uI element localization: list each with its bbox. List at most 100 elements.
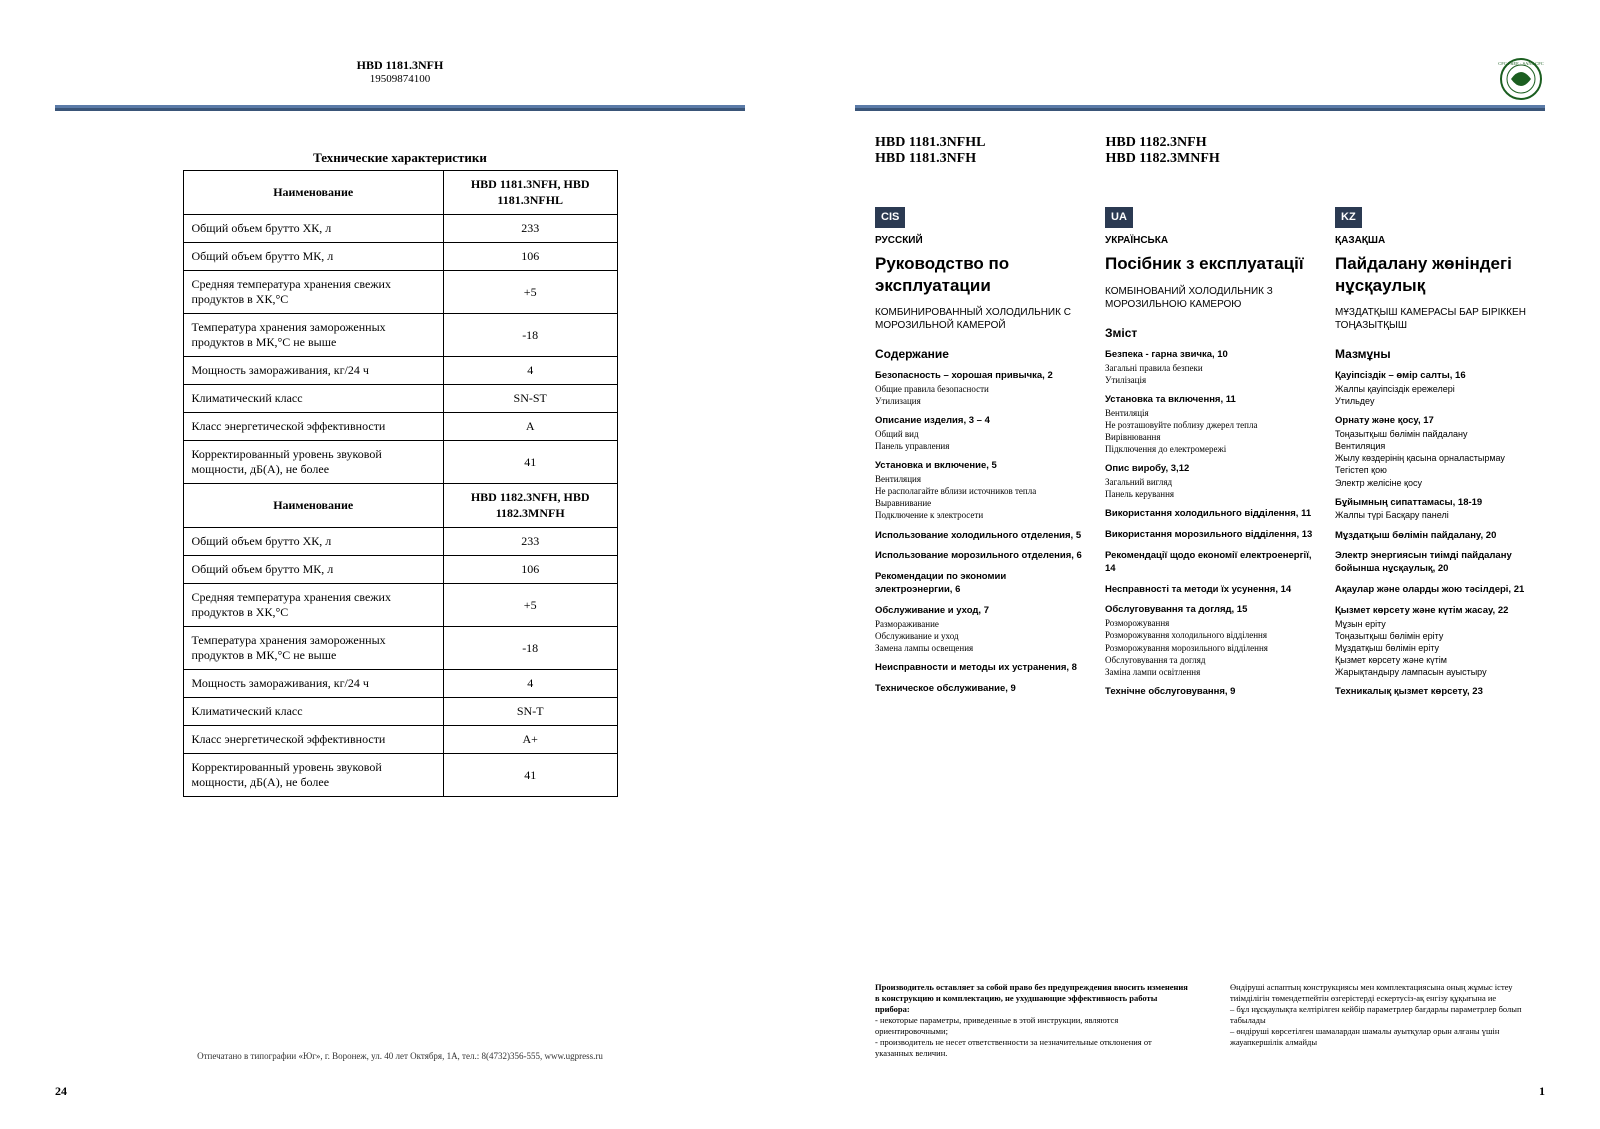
title-left: HBD 1181.3NFHL HBD 1181.3NFH	[875, 135, 985, 167]
lang-badge: KZ	[1335, 207, 1362, 228]
toc-section: Орнату және қосу, 17Тоңазытқыш бөлімін п…	[1335, 415, 1545, 489]
toc-section: Бұйымның сипаттамасы, 18-19Жалпы түрі Ба…	[1335, 497, 1545, 522]
spec-label: Класс энергетической эффективности	[183, 726, 443, 754]
toc-heading: Содержание	[875, 346, 1085, 362]
toc-item: Панель управления	[875, 440, 1085, 452]
model-titles: HBD 1181.3NFHL HBD 1181.3NFH HBD 1182.3N…	[875, 135, 1545, 167]
toc-section: Опис виробу, 3,12Загальний виглядПанель …	[1105, 463, 1315, 500]
toc-section: Техническое обслуживание, 9	[875, 683, 1085, 696]
spec-value: +5	[443, 584, 617, 627]
toc-item: Мұзын еріту	[1335, 618, 1545, 630]
table-row: Общий объем брутто ХК, л233	[183, 215, 617, 243]
footer-notes: Производитель оставляет за собой право б…	[875, 982, 1545, 1059]
spec-label: Мощность замораживания, кг/24 ч	[183, 357, 443, 385]
toc-section-title: Орнату және қосу, 17	[1335, 415, 1545, 428]
spec-area: Технические характеристики Наименование …	[183, 150, 618, 797]
table-row: Мощность замораживания, кг/24 ч4	[183, 357, 617, 385]
title-right: HBD 1182.3NFH HBD 1182.3MNFH	[1105, 135, 1219, 167]
toc-section-title: Использование морозильного отделения, 6	[875, 550, 1085, 563]
toc-section-title: Опис виробу, 3,12	[1105, 463, 1315, 476]
col-name: Наименование	[183, 171, 443, 215]
toc-item: Жарықтандыру лампасын ауыстыру	[1335, 666, 1545, 678]
spec-label: Средняя температура хранения свежих прод…	[183, 584, 443, 627]
spec-label: Средняя температура хранения свежих прод…	[183, 271, 443, 314]
toc-section-title: Безопасность – хорошая привычка, 2	[875, 370, 1085, 383]
toc-section: Описание изделия, 3 – 4Общий видПанель у…	[875, 415, 1085, 452]
toc-item: Қызмет көрсету және күтім	[1335, 654, 1545, 666]
toc-section: Техникалық қызмет көрсету, 23	[1335, 686, 1545, 699]
footer-line: - производитель не несет ответственности…	[875, 1037, 1190, 1059]
toc-item: Утилизация	[875, 395, 1085, 407]
spec-table: Наименование HBD 1181.3NFH, HBD 1181.3NF…	[183, 170, 618, 797]
spec-value: +5	[443, 271, 617, 314]
toc-item: Вентиляція	[1105, 407, 1315, 419]
toc-item: Не располагайте вблизи источников тепла	[875, 485, 1085, 497]
toc-section: Установка та включення, 11ВентиляціяНе р…	[1105, 394, 1315, 455]
lang-col-ua: UAУКРАЇНСЬКАПосібник з експлуатаціїКОМБІ…	[1105, 207, 1315, 707]
left-page: HBD 1181.3NFH 19509874100 Технические ха…	[0, 0, 800, 1129]
toc-section-title: Обслуговування та догляд, 15	[1105, 604, 1315, 617]
toc-section: Неисправности и методы их устранения, 8	[875, 662, 1085, 675]
footer-ru-bold: Производитель оставляет за собой право б…	[875, 982, 1188, 1014]
footer-kz: Өндіруші аспаптың конструкциясы мен комп…	[1230, 982, 1545, 1059]
toc-item: Не розташовуйте поблизу джерел тепла	[1105, 419, 1315, 431]
spec-value: 233	[443, 215, 617, 243]
spec-label: Общий объем брутто ХК, л	[183, 528, 443, 556]
toc-section: Рекомендации по экономии электроэнергии,…	[875, 571, 1085, 597]
spec-label: Климатический класс	[183, 698, 443, 726]
toc-section-title: Қауіпсіздік – өмір салты, 16	[1335, 370, 1545, 383]
toc-item: Подключение к электросети	[875, 509, 1085, 521]
toc-section-title: Використання холодильного відділення, 11	[1105, 508, 1315, 521]
manual-title: Руководство по эксплуатации	[875, 253, 1085, 296]
spec-value: -18	[443, 627, 617, 670]
toc-section-title: Ақаулар және оларды жою тәсілдері, 21	[1335, 584, 1545, 597]
toc-section: Қызмет көрсету және күтім жасау, 22Мұзын…	[1335, 605, 1545, 679]
table-row: Общий объем брутто ХК, л233	[183, 528, 617, 556]
toc-section-title: Несправності та методи їх усунення, 14	[1105, 584, 1315, 597]
toc-section-title: Неисправности и методы их устранения, 8	[875, 662, 1085, 675]
spec-label: Класс энергетической эффективности	[183, 413, 443, 441]
table-row: Общий объем брутто МК, л106	[183, 556, 617, 584]
model1-header: HBD 1181.3NFH, HBD 1181.3NFHL	[443, 171, 617, 215]
toc-item: Размораживание	[875, 618, 1085, 630]
header-bar	[55, 105, 745, 111]
toc-section: Обслуговування та догляд, 15Розморожуван…	[1105, 604, 1315, 678]
spec-label: Корректированный уровень звуковой мощнос…	[183, 754, 443, 797]
spec-label: Температура хранения замороженных продук…	[183, 314, 443, 357]
page-number-right: 1	[1539, 1084, 1545, 1099]
toc-section-title: Қызмет көрсету және күтім жасау, 22	[1335, 605, 1545, 618]
spec-value: 41	[443, 441, 617, 484]
toc-section: Обслуживание и уход, 7РазмораживаниеОбсл…	[875, 605, 1085, 654]
toc-item: Выравнивание	[875, 497, 1085, 509]
toc-section-title: Рекомендації щодо економії електроенергі…	[1105, 550, 1315, 576]
toc-item: Розморожування	[1105, 617, 1315, 629]
header-bar-right	[855, 105, 1545, 111]
toc-section-title: Установка и включение, 5	[875, 460, 1085, 473]
toc-section-title: Технічне обслуговування, 9	[1105, 686, 1315, 699]
toc-item: Вентиляция	[1335, 440, 1545, 452]
lang-col-cis: CISРУССКИЙРуководство по эксплуатацииКОМ…	[875, 207, 1085, 707]
toc-section-title: Техническое обслуживание, 9	[875, 683, 1085, 696]
manual-title: Пайдалану жөніндегі нұсқаулық	[1335, 253, 1545, 296]
product-desc: МҰЗДАТҚЫШ КАМЕРАСЫ БАР БІРІККЕН ТОҢАЗЫТҚ…	[1335, 306, 1545, 332]
spec-value: A	[443, 413, 617, 441]
spec-value: 4	[443, 357, 617, 385]
toc-item: Замена лампы освещения	[875, 642, 1085, 654]
spec-title: Технические характеристики	[183, 150, 618, 166]
spec-value: SN-T	[443, 698, 617, 726]
spec-label: Мощность замораживания, кг/24 ч	[183, 670, 443, 698]
toc-item: Тоңазытқыш бөлімін пайдалану	[1335, 428, 1545, 440]
toc-item: Жылу көздерінің қасына орналастырмау	[1335, 452, 1545, 464]
toc-item: Вентиляция	[875, 473, 1085, 485]
lang-name: ҚАЗАҚША	[1335, 234, 1545, 248]
lang-badge: UA	[1105, 207, 1133, 228]
toc-section: Использование морозильного отделения, 6	[875, 550, 1085, 563]
spec-label: Общий объем брутто МК, л	[183, 556, 443, 584]
toc-item: Тегістеп қою	[1335, 464, 1545, 476]
footer-line: - некоторые параметры, приведенные в это…	[875, 1015, 1190, 1037]
table-row: Общий объем брутто МК, л106	[183, 243, 617, 271]
toc-item: Утильдеу	[1335, 395, 1545, 407]
table-row: Климатический классSN-T	[183, 698, 617, 726]
toc-item: Розморожування морозильного відділення	[1105, 642, 1315, 654]
spec-value: 106	[443, 556, 617, 584]
